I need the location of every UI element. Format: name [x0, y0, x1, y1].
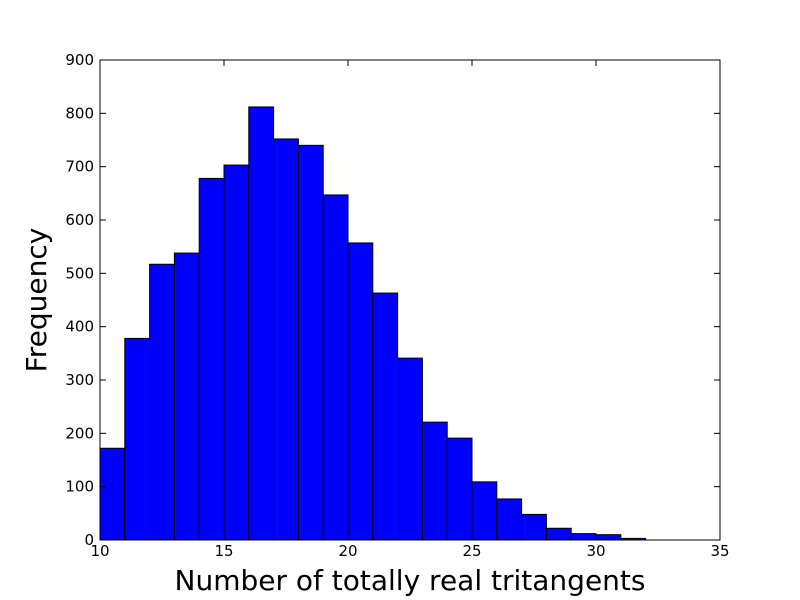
histogram-bar	[322, 194, 349, 541]
histogram-bar	[223, 164, 250, 541]
histogram-bar	[99, 447, 126, 541]
x-axis-title: Number of totally real tritangents	[175, 564, 646, 597]
histogram-bar	[545, 527, 572, 541]
y-tick-label: 500	[65, 264, 94, 282]
x-tick-label: 30	[586, 542, 605, 560]
histogram-bar	[372, 292, 399, 541]
y-tick-label: 800	[65, 104, 94, 122]
histogram-bar	[248, 106, 275, 541]
histogram-bar	[421, 421, 448, 541]
histogram-bar	[471, 481, 498, 541]
bars-group	[99, 106, 647, 541]
x-tick-label: 20	[338, 542, 357, 560]
histogram-bar	[397, 357, 423, 541]
y-tick-label: 0	[84, 531, 94, 549]
histogram-bar	[521, 513, 547, 541]
y-tick-label: 300	[65, 371, 94, 389]
y-tick-label: 700	[65, 158, 94, 176]
histogram-bar	[570, 533, 597, 541]
y-tick-label: 200	[65, 424, 94, 442]
histogram-bar	[198, 177, 225, 541]
y-tick-label: 100	[65, 478, 94, 496]
ticks-group: 10 15 20 25 30 35 0 100 200 300 400 500 600 700 800 900	[65, 51, 729, 560]
plot-frame	[99, 59, 721, 541]
y-axis-title: Frequency	[20, 228, 53, 373]
histogram-bar	[273, 138, 299, 541]
y-tick-label: 600	[65, 211, 94, 229]
histogram-bar	[347, 242, 374, 541]
histogram-bar	[496, 498, 523, 541]
x-tick-label: 10	[90, 542, 109, 560]
x-tick-label: 35	[710, 542, 729, 560]
y-tick-label: 900	[65, 51, 94, 69]
y-tick-label: 400	[65, 318, 94, 336]
histogram-bar	[595, 534, 622, 541]
histogram-bar	[446, 437, 473, 541]
histogram-bar	[297, 144, 324, 541]
x-tick-label: 15	[214, 542, 233, 560]
histogram-bar	[149, 263, 175, 541]
histogram-bar	[124, 337, 151, 541]
histogram-bar	[173, 252, 200, 541]
x-tick-label: 25	[462, 542, 481, 560]
